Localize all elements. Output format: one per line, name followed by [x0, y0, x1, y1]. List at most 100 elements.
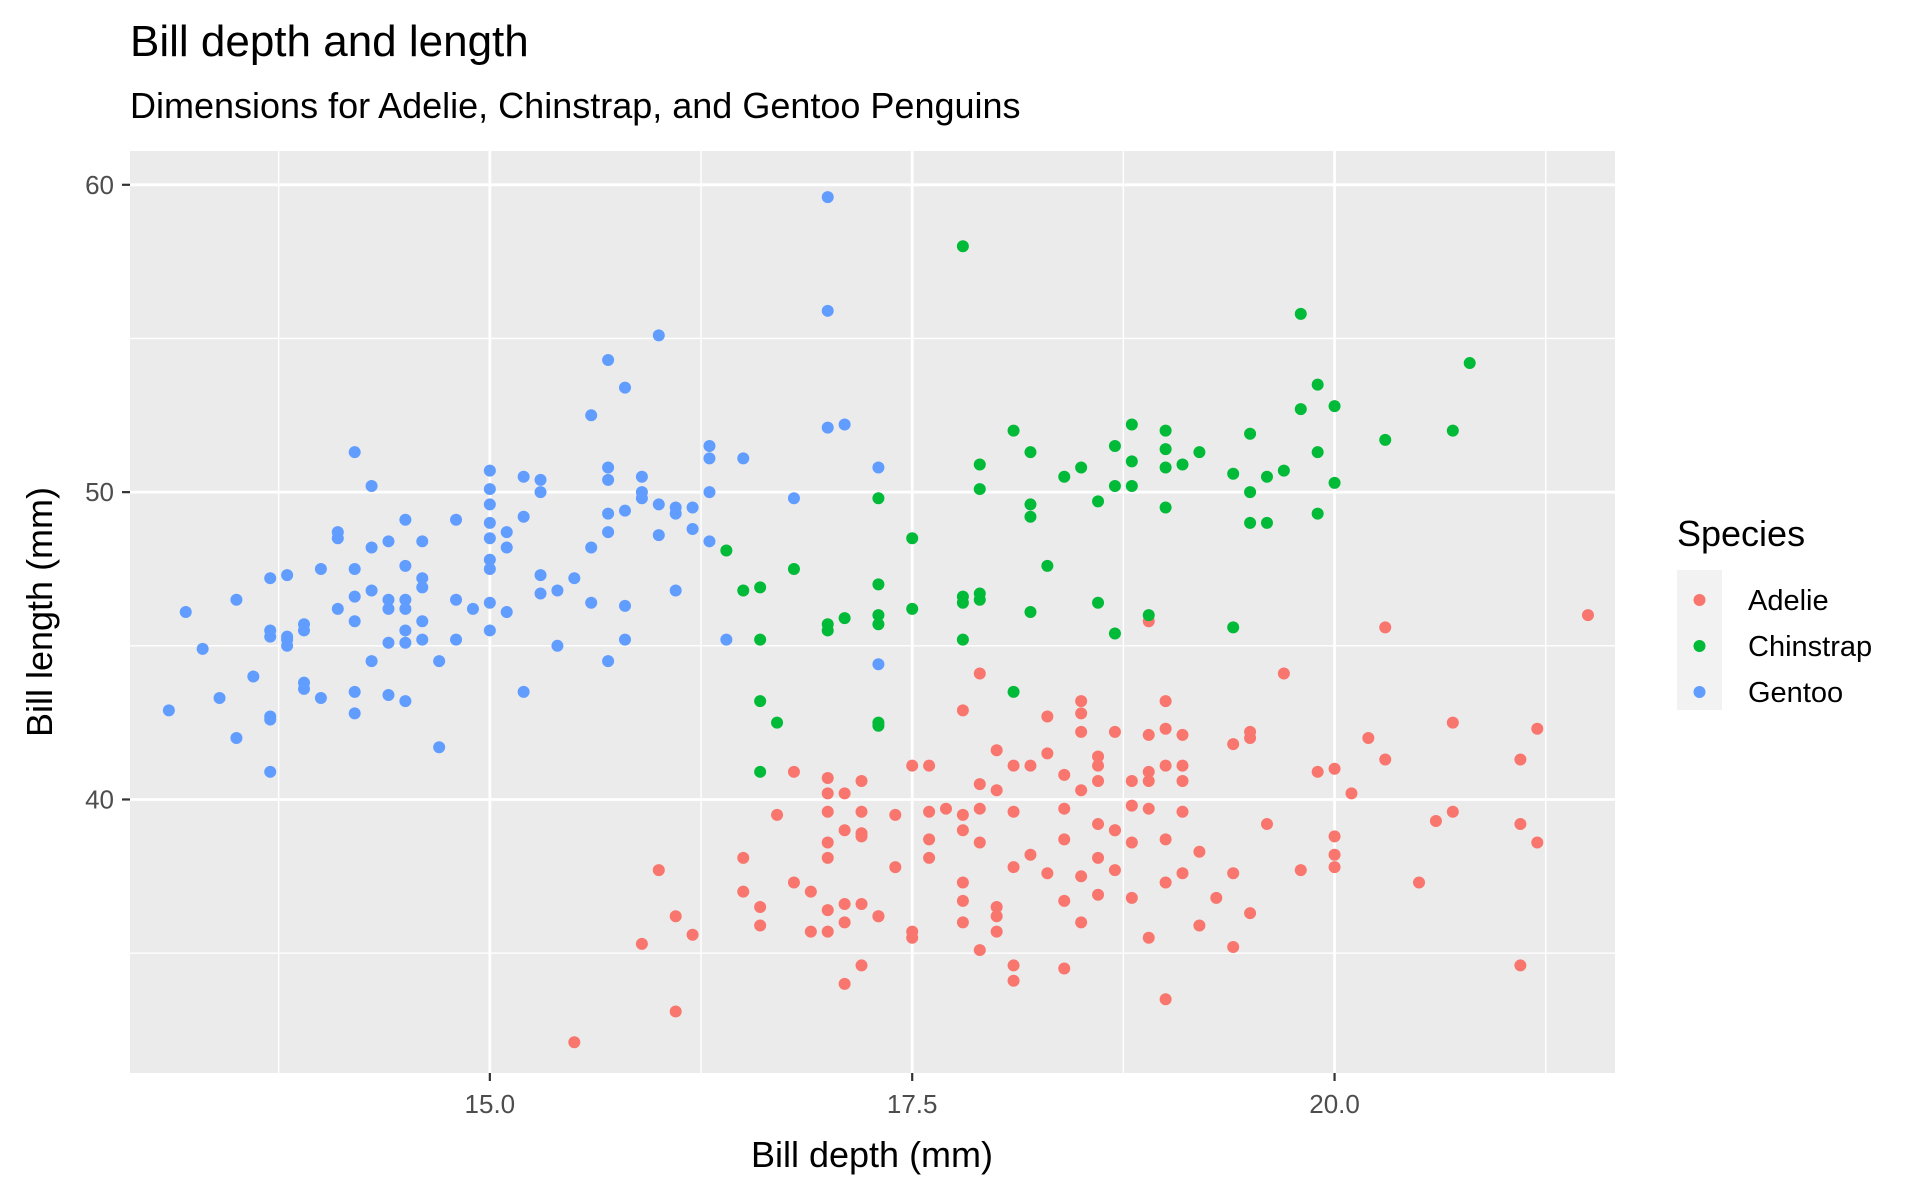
point-adelie — [1075, 725, 1088, 738]
point-gentoo — [281, 569, 294, 582]
point-gentoo — [517, 685, 530, 698]
point-adelie — [1294, 864, 1307, 877]
legend-key-gentoo — [1693, 686, 1706, 698]
point-chinstrap — [1244, 486, 1257, 499]
point-gentoo — [179, 606, 192, 618]
point-chinstrap — [1041, 559, 1054, 572]
point-gentoo — [517, 510, 530, 523]
legend-title: Species — [1677, 513, 1805, 554]
point-adelie — [1176, 759, 1189, 772]
point-gentoo — [602, 655, 615, 668]
point-gentoo — [619, 599, 631, 612]
point-chinstrap — [1125, 479, 1138, 492]
point-gentoo — [416, 581, 429, 594]
point-adelie — [1092, 851, 1105, 864]
point-chinstrap — [737, 584, 750, 597]
point-gentoo — [348, 615, 361, 628]
point-chinstrap — [787, 562, 800, 575]
point-chinstrap — [956, 596, 969, 609]
point-chinstrap — [906, 532, 919, 545]
point-gentoo — [703, 452, 716, 465]
point-gentoo — [298, 676, 311, 689]
point-chinstrap — [1108, 479, 1121, 492]
point-chinstrap — [1024, 446, 1037, 459]
point-gentoo — [821, 421, 834, 434]
point-gentoo — [450, 513, 463, 526]
point-chinstrap — [872, 492, 885, 505]
point-adelie — [1125, 891, 1138, 904]
x-axis-title: Bill depth (mm) — [751, 1134, 993, 1175]
point-adelie — [1260, 818, 1273, 831]
point-gentoo — [230, 732, 243, 745]
point-adelie — [973, 778, 986, 791]
point-chinstrap — [1227, 621, 1240, 634]
point-adelie — [1041, 710, 1054, 723]
point-adelie — [1176, 867, 1189, 880]
point-gentoo — [433, 741, 446, 754]
point-gentoo — [382, 636, 395, 649]
point-adelie — [1142, 765, 1155, 778]
point-gentoo — [399, 636, 412, 649]
point-gentoo — [703, 535, 716, 548]
point-gentoo — [483, 553, 496, 566]
point-chinstrap — [872, 716, 885, 729]
point-gentoo — [247, 670, 260, 683]
point-adelie — [1007, 959, 1020, 972]
point-adelie — [1379, 753, 1392, 766]
point-adelie — [821, 805, 834, 818]
point-adelie — [1159, 876, 1172, 889]
point-gentoo — [416, 615, 429, 628]
point-gentoo — [466, 602, 479, 615]
point-adelie — [1058, 768, 1071, 781]
point-chinstrap — [754, 765, 767, 778]
point-chinstrap — [1092, 596, 1105, 609]
point-adelie — [990, 910, 1003, 923]
legend-key-adelie — [1693, 594, 1706, 606]
point-adelie — [855, 805, 868, 818]
point-adelie — [1446, 716, 1459, 729]
point-gentoo — [298, 618, 311, 631]
point-adelie — [1024, 759, 1037, 772]
point-adelie — [973, 836, 986, 849]
point-adelie — [1362, 732, 1375, 745]
point-adelie — [1092, 750, 1105, 763]
point-adelie — [906, 759, 919, 772]
point-adelie — [1581, 609, 1594, 622]
point-gentoo — [602, 473, 615, 486]
point-gentoo — [619, 633, 631, 646]
point-gentoo — [483, 532, 496, 545]
point-chinstrap — [754, 633, 767, 646]
point-gentoo — [585, 596, 598, 609]
point-chinstrap — [1058, 470, 1071, 483]
point-adelie — [754, 901, 767, 914]
point-adelie — [1159, 993, 1172, 1006]
point-chinstrap — [1125, 418, 1138, 431]
point-gentoo — [264, 713, 277, 726]
point-adelie — [990, 784, 1003, 797]
point-chinstrap — [838, 612, 851, 625]
point-chinstrap — [1142, 609, 1155, 622]
point-gentoo — [264, 572, 277, 585]
legend-items: Adelie Chinstrap Gentoo — [1693, 585, 1872, 709]
point-gentoo — [500, 606, 513, 618]
point-gentoo — [382, 535, 395, 548]
point-gentoo — [602, 353, 615, 366]
point-adelie — [1125, 799, 1138, 812]
point-adelie — [804, 925, 817, 938]
point-adelie — [1514, 818, 1527, 831]
point-adelie — [821, 904, 834, 917]
point-adelie — [1210, 891, 1223, 904]
point-gentoo — [348, 685, 361, 698]
point-gentoo — [500, 526, 513, 539]
point-gentoo — [534, 486, 547, 499]
point-gentoo — [483, 596, 496, 609]
point-adelie — [1024, 848, 1037, 861]
point-gentoo — [348, 590, 361, 603]
point-adelie — [771, 808, 784, 821]
point-gentoo — [213, 692, 226, 705]
point-adelie — [956, 824, 969, 837]
point-gentoo — [838, 418, 851, 431]
point-gentoo — [534, 473, 547, 486]
point-gentoo — [652, 329, 665, 342]
point-chinstrap — [1159, 501, 1172, 514]
